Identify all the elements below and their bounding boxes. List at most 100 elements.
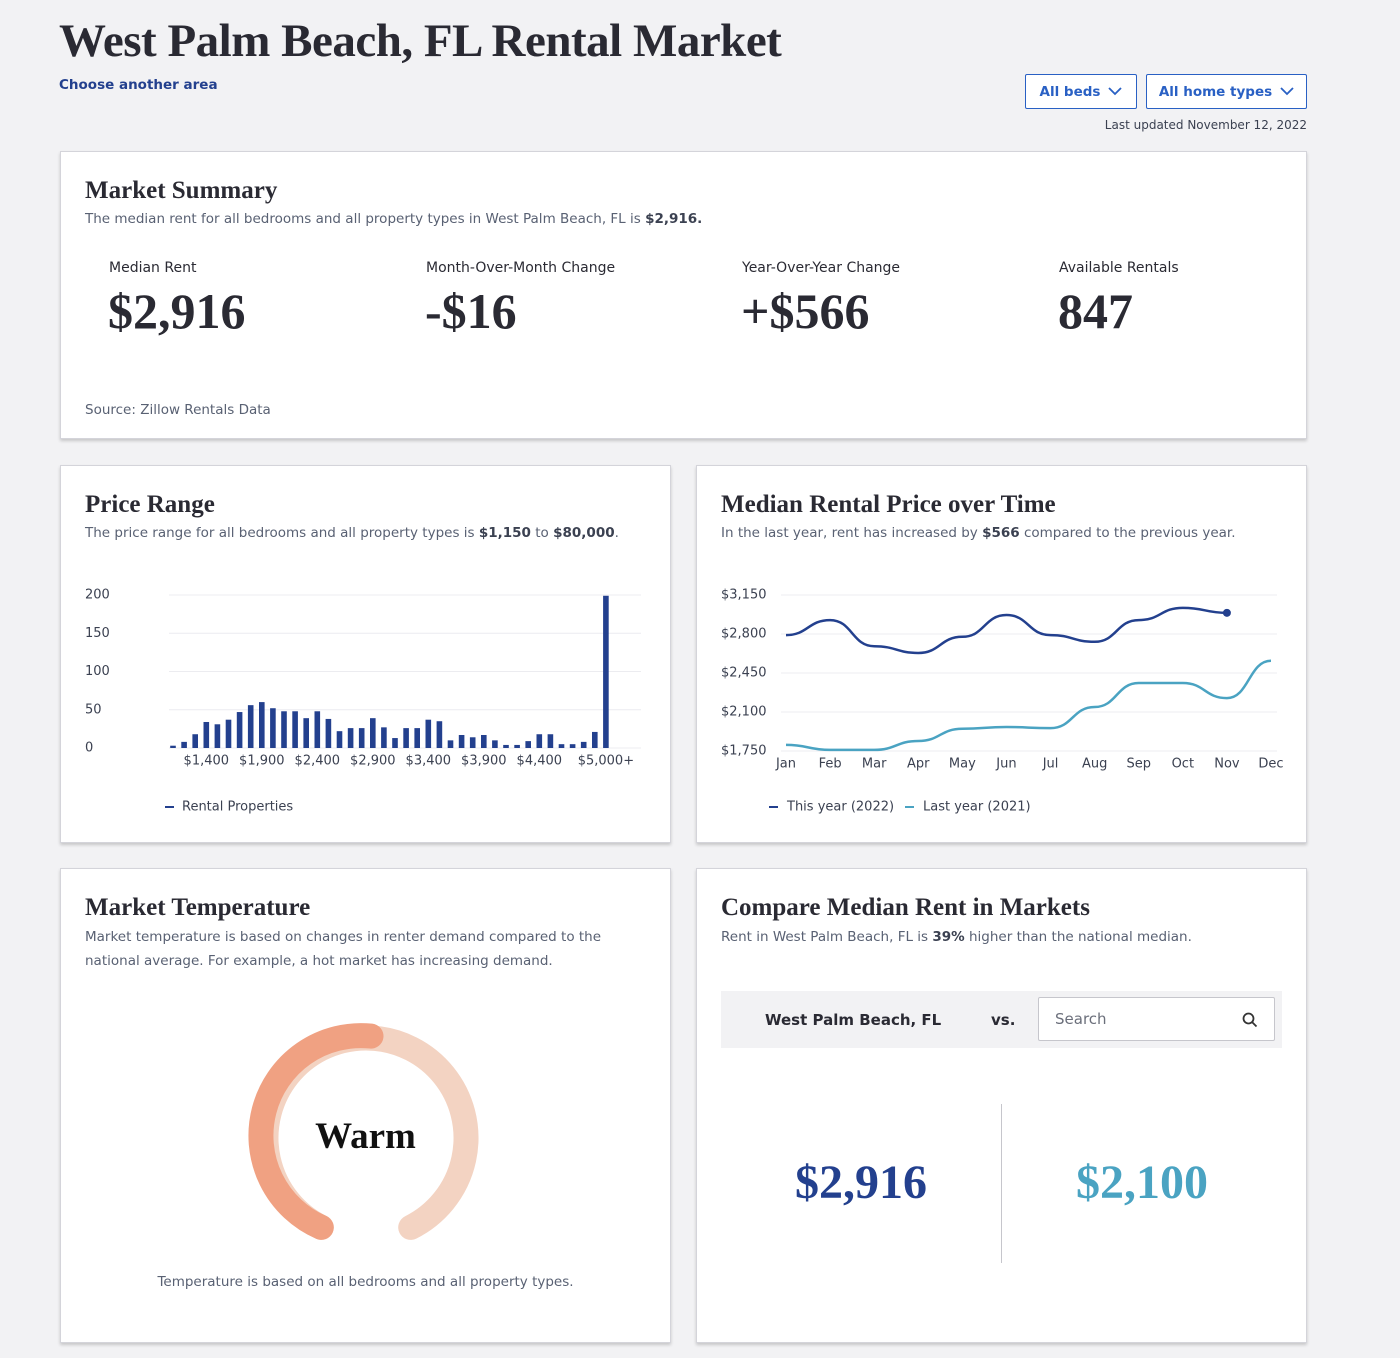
stat-value: +$566 (741, 283, 870, 339)
bar (181, 741, 187, 748)
x-tick-label: Dec (1258, 757, 1283, 772)
x-tick-label: Jul (1042, 757, 1059, 772)
bar (503, 744, 509, 748)
y-tick-label: $3,150 (721, 588, 767, 603)
gauge-fill (248, 1023, 384, 1240)
home-type-filter[interactable]: All home types (1146, 74, 1307, 109)
y-tick-label: $2,100 (721, 705, 767, 720)
search-placeholder: Search (1055, 1010, 1107, 1028)
bar (203, 721, 210, 748)
x-tick-label: Sep (1126, 757, 1151, 772)
bar (303, 718, 309, 748)
x-tick-label: $2,400 (295, 754, 341, 769)
card-title: Price Range (85, 491, 215, 518)
x-tick-label: $3,400 (406, 754, 452, 769)
search-icon (1242, 1012, 1258, 1028)
divider (1001, 1104, 1002, 1263)
bar (170, 745, 176, 748)
x-tick-label: $1,900 (239, 754, 284, 769)
bar (392, 738, 398, 748)
card-subtitle: The price range for all bedrooms and all… (85, 521, 619, 545)
temperature-card: Market Temperature Market temperature is… (60, 868, 671, 1343)
text: The price range for all bedrooms and all… (85, 525, 475, 541)
card-title: Market Temperature (85, 894, 311, 921)
x-tick-label: Aug (1082, 757, 1107, 772)
bar (192, 734, 198, 748)
bar (347, 728, 354, 748)
bar (481, 734, 487, 748)
y-tick-label: $2,800 (721, 627, 767, 642)
stat-label: Available Rentals (1059, 260, 1179, 276)
end-point (1222, 608, 1231, 617)
bar (558, 744, 565, 748)
x-tick-label: Nov (1214, 757, 1240, 772)
y-tick-label: 50 (85, 702, 102, 717)
card-subtitle: Rent in West Palm Beach, FL is 39% highe… (721, 925, 1192, 949)
filter-label: All home types (1158, 83, 1273, 100)
line (785, 659, 1272, 752)
bar (236, 712, 243, 748)
chevron (1108, 87, 1123, 96)
gauge (248, 1023, 479, 1240)
bar (259, 702, 265, 748)
stat-value: $2,916 (108, 283, 246, 339)
x-tick-label: $3,900 (461, 754, 507, 769)
beds-filter[interactable]: All beds (1025, 74, 1137, 109)
y-tick-label: 0 (85, 741, 93, 756)
area-link[interactable]: Choose another area (59, 77, 218, 93)
x-tick-label: Oct (1172, 757, 1194, 772)
x-tick-label: Jan (775, 757, 796, 772)
vs-label: vs. (991, 1011, 1016, 1029)
card-title: Compare Median Rent in Markets (721, 894, 1090, 921)
text: 39% (932, 929, 965, 945)
bar (525, 741, 531, 748)
x-tick-label: Mar (862, 757, 887, 772)
bar (336, 731, 343, 748)
text: . (614, 525, 619, 541)
x-tick-label: Jun (995, 757, 1016, 772)
text: In the last year, rent has increased by (721, 525, 978, 541)
bar (536, 734, 543, 748)
x-tick-label: $5,000+ (578, 754, 634, 769)
bar (270, 708, 276, 748)
bar (314, 711, 321, 748)
stat-label: Month-Over-Month Change (426, 260, 616, 276)
bar (247, 705, 254, 748)
filter-label: All beds (1039, 83, 1101, 100)
bar (436, 721, 443, 748)
bar (492, 740, 498, 748)
bar (225, 719, 232, 748)
page-title: West Palm Beach, FL Rental Market (59, 15, 782, 67)
bar (569, 744, 576, 748)
legend-label: Last year (2021) (923, 800, 1031, 815)
bar (547, 734, 554, 748)
x-tick-label: $2,900 (350, 754, 396, 769)
median-card: Median Rental Price over Time In the las… (696, 465, 1307, 843)
bar (292, 711, 298, 748)
stat-label: Median Rent (109, 260, 197, 276)
bar (603, 595, 609, 748)
text: to (535, 525, 549, 541)
x-tick-label: May (949, 757, 976, 772)
y-tick-label: $1,750 (721, 744, 767, 759)
price-range-card: Price Range The price range for all bedr… (60, 465, 671, 843)
bar (514, 744, 520, 748)
legend-label: This year (2022) (786, 800, 894, 815)
y-tick-label: $2,450 (721, 666, 767, 681)
bar (281, 711, 287, 748)
bar (214, 724, 221, 748)
gauge-label: Warm (315, 1116, 416, 1157)
bar (447, 740, 454, 748)
text: $2,916. (645, 211, 703, 227)
source: Source: Zillow Rentals Data (85, 402, 271, 418)
bar (425, 719, 432, 748)
bar (580, 741, 587, 748)
line-chart: $1,750 $2,100 $2,450 $2,800 $3,150 Jan Feb Mar A… (721, 588, 1284, 815)
search-box[interactable]: Search (1038, 997, 1275, 1041)
bar (414, 728, 420, 748)
y-tick-label: 200 (85, 588, 110, 603)
summary-card: Market Summary The median rent for all b… (60, 151, 1307, 439)
last-updated: Last updated November 12, 2022 (1104, 118, 1307, 132)
text: $1,150 (478, 525, 531, 541)
